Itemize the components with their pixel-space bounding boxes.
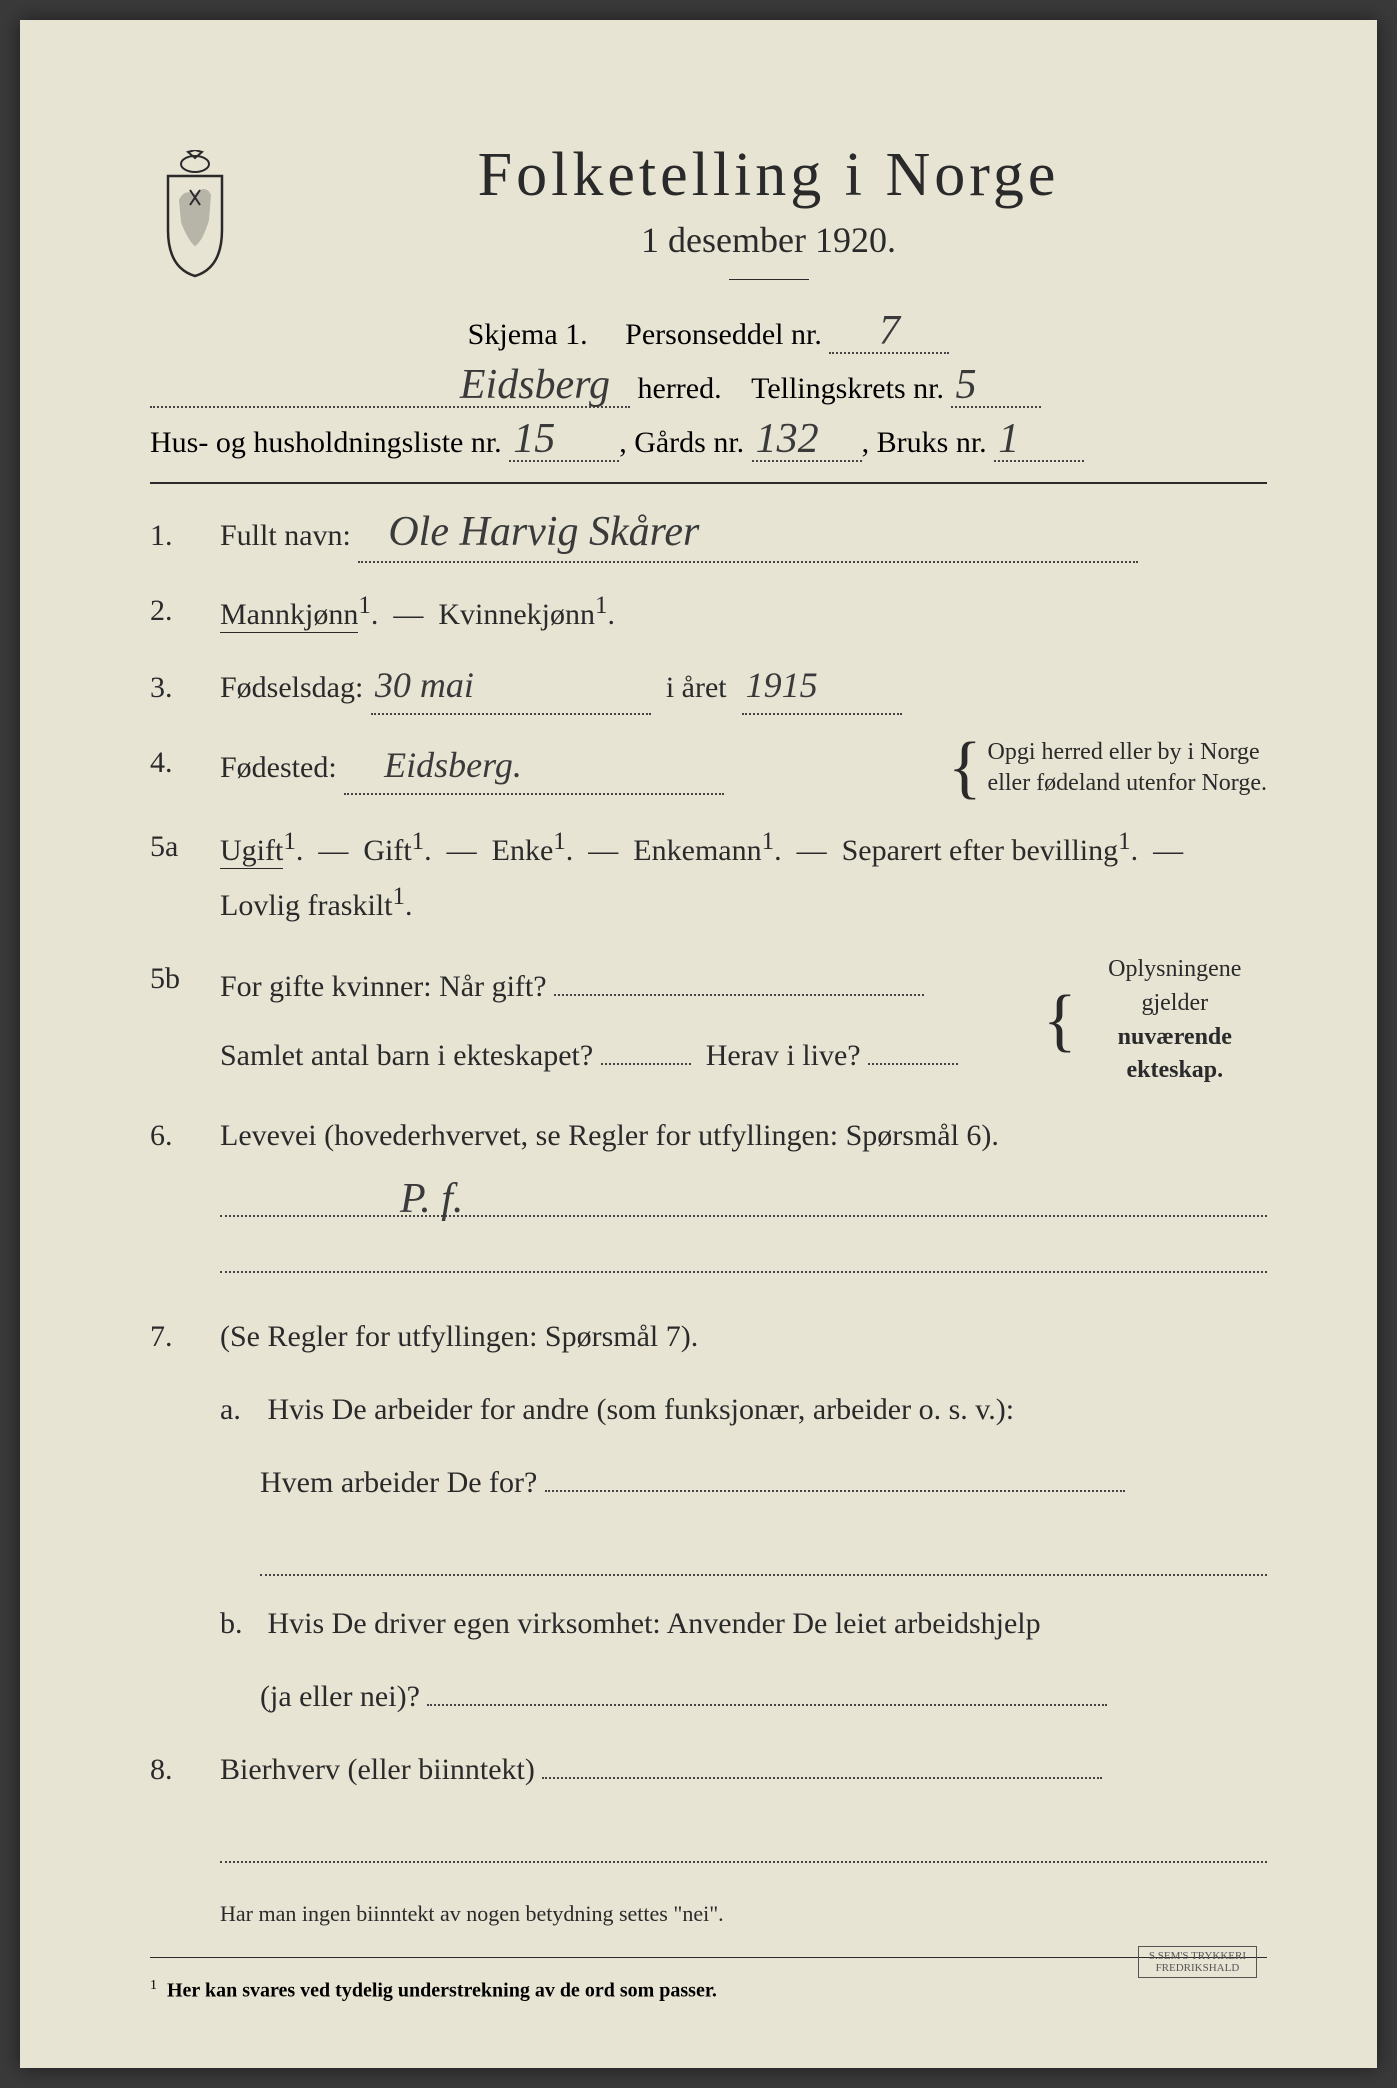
printer-stamp: S.SEM'S TRYKKERI FREDRIKSHALD [1138,1946,1257,1978]
q5b-note2: gjelder [1141,990,1208,1016]
q4-value: Eidsberg. [384,747,522,783]
q5b-line2a: Samlet antal barn i ekteskapet? [220,1039,593,1072]
q7a: a. [220,1384,260,1435]
q6-num: 6. [150,1110,220,1289]
brace-icon: { [1043,1000,1077,1042]
stamp-line2: FREDRIKSHALD [1149,1962,1246,1974]
tellingskrets-nr: 5 [955,364,976,406]
q3-year: 1915 [746,667,818,703]
sup: 1 [358,592,371,619]
question-7: 7. (Se Regler for utfyllingen: Spørsmål … [150,1311,1267,1722]
q7b: b. [220,1598,260,1649]
q1-label: Fullt navn: [220,519,351,552]
footnote-2: 1 Her kan svares ved tydelig understrekn… [150,1978,1267,2003]
q4-num: 4. [150,737,220,799]
hus-label: Hus- og husholdningsliste nr. [150,426,502,459]
page-title: Folketelling i Norge [270,140,1267,211]
sup: 1 [595,592,608,619]
q5b-note3: ekteskap. [1126,1057,1223,1083]
bruks-label: Bruks nr. [877,426,987,459]
q6-label: Levevei (hovederhvervet, se Regler for u… [220,1119,999,1152]
q4-note2: eller fødeland utenfor Norge. [988,768,1267,799]
question-4: 4. Fødested: Eidsberg. { Opgi herred ell… [150,737,1267,799]
q8-num: 8. [150,1744,220,1879]
q5b-note2b: nuværende [1118,1024,1232,1050]
question-1: 1. Fullt navn: Ole Harvig Skårer [150,510,1267,563]
q7a-text1: Hvis De arbeider for andre (som funksjon… [268,1393,1015,1426]
stamp-line1: S.SEM'S TRYKKERI [1149,1950,1246,1962]
thin-divider [150,1957,1267,1958]
section-divider [150,482,1267,484]
question-2: 2. Mannkjønn1. — Kvinnekjønn1. [150,585,1267,640]
skjema-label: Skjema 1. [468,318,588,351]
q7a-text2: Hvem arbeider De for? [260,1466,537,1499]
personseddel-nr: 7 [879,310,900,352]
question-8: 8. Bierhverv (eller biinntekt) [150,1744,1267,1879]
footnote-1: Har man ingen biinntekt av nogen betydni… [220,1901,1267,1927]
header: Folketelling i Norge 1 desember 1920. [150,140,1267,300]
question-3: 3. Fødselsdag: 30 mai i året 1915 [150,662,1267,715]
q3-day: 30 mai [375,667,474,703]
q5b-note1: Oplysningene [1083,953,1267,987]
personseddel-label: Personseddel nr. [625,318,822,351]
brace-icon: { [948,747,982,789]
norway-coat-of-arms-icon [150,150,240,280]
q1-value: Ole Harvig Skårer [388,511,699,553]
herred-label: herred. [638,372,722,405]
q5a-lovlig: Lovlig fraskilt [220,889,392,922]
gards-label: Gårds nr. [634,426,744,459]
q7b-text2: (ja eller nei)? [260,1680,420,1713]
q2-kvinne: Kvinnekjønn [438,598,595,631]
gards-nr: 132 [756,418,819,460]
q7-label: (Se Regler for utfyllingen: Spørsmål 7). [220,1311,1267,1362]
q5b-line2b: Herav i live? [706,1039,861,1072]
q3-mid: i året [666,671,727,704]
page-subtitle: 1 desember 1920. [270,219,1267,261]
q5a-separert: Separert efter bevilling [842,834,1119,867]
q5a-enkemann: Enkemann [633,834,761,867]
skjema-line: Skjema 1. Personseddel nr. 7 [150,310,1267,354]
hus-nr: 15 [513,418,555,460]
q7b-text1: Hvis De driver egen virksomhet: Anvender… [268,1607,1041,1640]
q5b-line1: For gifte kvinner: Når gift? [220,970,547,1003]
q1-num: 1. [150,510,220,563]
q5a-enke: Enke [492,834,554,867]
q2-mann: Mannkjønn [220,598,358,633]
tellingskrets-label: Tellingskrets nr. [751,372,944,405]
q4-label: Fødested: [220,751,337,784]
divider [729,279,809,280]
q4-note1: Opgi herred eller by i Norge [988,737,1267,768]
herred-name: Eidsberg [460,364,610,406]
q3-label: Fødselsdag: [220,671,363,704]
q5a-gift: Gift [363,834,411,867]
q8-label: Bierhverv (eller biinntekt) [220,1753,535,1786]
bruks-nr: 1 [998,418,1019,460]
q7-num: 7. [150,1311,220,1722]
census-form-page: Folketelling i Norge 1 desember 1920. Sk… [20,20,1377,2068]
q5a-num: 5a [150,821,220,931]
q6-value: P. f. [400,1178,463,1220]
q5b-num: 5b [150,953,220,1087]
hus-line: Hus- og husholdningsliste nr. 15 , Gårds… [150,418,1267,462]
question-5a: 5a Ugift1. — Gift1. — Enke1. — Enkemann1… [150,821,1267,931]
header-text: Folketelling i Norge 1 desember 1920. [270,140,1267,300]
q5a-ugift: Ugift [220,834,283,869]
q3-num: 3. [150,662,220,715]
question-5b: 5b For gifte kvinner: Når gift? Samlet a… [150,953,1267,1087]
question-6: 6. Levevei (hovederhvervet, se Regler fo… [150,1110,1267,1289]
q2-num: 2. [150,585,220,640]
herred-line: Eidsberg herred. Tellingskrets nr. 5 [150,364,1267,408]
